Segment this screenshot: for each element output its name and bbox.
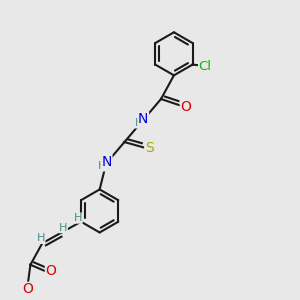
Text: O: O — [180, 100, 191, 114]
Text: S: S — [145, 141, 154, 155]
Text: H: H — [135, 118, 143, 128]
Text: H: H — [98, 161, 107, 171]
Text: H: H — [22, 289, 30, 299]
Text: Cl: Cl — [199, 60, 212, 73]
Text: N: N — [101, 155, 112, 169]
Text: O: O — [45, 264, 56, 278]
Text: H: H — [74, 213, 82, 223]
Text: H: H — [37, 233, 45, 244]
Text: N: N — [138, 112, 148, 126]
Text: O: O — [22, 282, 33, 296]
Text: H: H — [59, 223, 67, 233]
